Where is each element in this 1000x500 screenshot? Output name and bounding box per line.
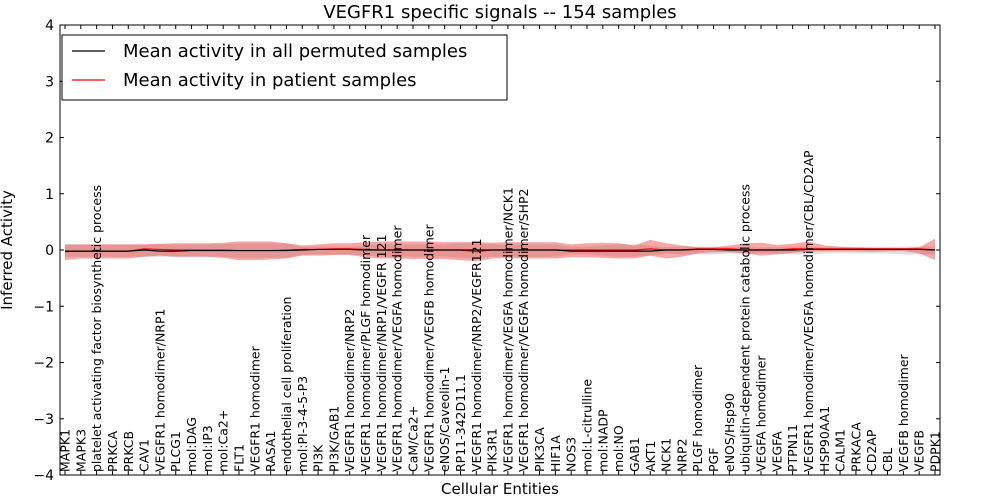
category-label: PI3K/GAB1 (326, 406, 341, 472)
category-label: ubiquitin-dependent protein catabolic pr… (738, 184, 753, 472)
y-axis-label: Inferred Activity (0, 190, 16, 310)
category-label: CBL (880, 448, 895, 472)
category-label: PRKCA (105, 431, 120, 472)
legend-label-permuted: Mean activity in all permuted samples (123, 41, 467, 62)
y-tick-label: 1 (45, 187, 54, 203)
category-label: GAB1 (627, 437, 642, 472)
series-lines (64, 248, 936, 253)
category-label: NRP2 (674, 438, 689, 472)
category-labels: MAPK1 MAPK3 platelet activating factor bio… (58, 150, 943, 472)
legend-label-patient: Mean activity in patient samples (123, 70, 417, 91)
category-label: eNOS/Caveolin-1 (437, 367, 452, 472)
legend: Mean activity in all permuted samples Me… (61, 34, 508, 101)
category-label: mol:L-citrulline (580, 379, 595, 472)
category-label: CALM1 (833, 429, 848, 472)
y-tick-label: −4 (33, 468, 54, 484)
category-label: VEGFR1 homodimer/VEGFB homodimer (421, 224, 436, 472)
category-label: mol:NO (611, 425, 626, 472)
category-label: VEGFR1 homodimer/VEGFA homodimer/CBL/CD2… (801, 150, 816, 472)
category-label: mol:DAG (184, 417, 199, 472)
y-tick-label: 0 (45, 243, 54, 259)
y-tick-label: −3 (33, 412, 54, 428)
category-label: CaM/Ca2+ (406, 406, 421, 472)
category-label: mol:NADP (595, 409, 610, 472)
y-tick-label: −1 (33, 299, 54, 315)
category-label: MAPK1 (58, 429, 73, 472)
category-label: PTPN11 (785, 424, 800, 472)
category-label: VEGFR1 homodimer/NRP2 (342, 309, 357, 472)
y-axis-ticks: −4 −3 −2 −1 0 1 2 3 4 (33, 18, 940, 484)
category-label: CAV1 (137, 439, 152, 472)
category-label: PLGF homodimer (690, 364, 705, 472)
category-label: endothelial cell proliferation (279, 297, 294, 472)
category-label: RP11-342D11.1 (453, 374, 468, 472)
category-label: eNOS/Hsp90 (722, 393, 737, 472)
category-label: AKT1 (643, 441, 658, 472)
category-label: VEGFR1 homodimer/NRP1/VEGFR 121 (374, 234, 389, 472)
category-label: PGF (706, 448, 721, 472)
category-label: PLCG1 (168, 431, 183, 472)
category-label: NCK1 (659, 438, 674, 472)
plot-frame (59, 24, 941, 476)
category-label: VEGFB homodimer (896, 353, 911, 472)
category-label: mol:PI-3-4-5-P3 (295, 376, 310, 472)
x-axis-label: Cellular Entities (441, 480, 559, 498)
category-label: PI3K (311, 444, 326, 472)
category-label: PIK3R1 (485, 428, 500, 472)
category-label: VEGFR1 homodimer (247, 345, 262, 472)
legend-box (61, 34, 508, 101)
category-label: HIF1A (548, 435, 563, 472)
category-label: PIK3CA (532, 427, 547, 472)
category-label: VEGFR1 homodimer/NRP1 (152, 309, 167, 472)
line-permuted-mean (65, 248, 936, 252)
y-tick-label: 3 (45, 74, 54, 90)
category-label: VEGFR1 homodimer/VEGFA homodimer (390, 225, 405, 472)
category-label: platelet activating factor biosynthetic … (89, 185, 104, 472)
category-label: PRKACA (848, 422, 863, 472)
category-label: RASA1 (263, 431, 278, 472)
x-axis-ticks (64, 25, 936, 475)
category-label: mol:Ca2+ (216, 410, 231, 472)
category-label: VEGFR1 homodimer/VEGFA homodimer/SHP2 (516, 188, 531, 472)
category-label: HSP90AA1 (817, 406, 832, 472)
y-tick-label: −2 (33, 356, 54, 372)
category-label: VEGFR1 homodimer/VEGFA homodimer/NCK1 (500, 187, 515, 472)
category-label: VEGFR1 homodimer/NRP2/VEGFR121 (469, 238, 484, 472)
category-label: NOS3 (564, 437, 579, 472)
category-label: FLT1 (232, 444, 247, 472)
category-label: VEGFA (769, 431, 784, 472)
chart-title: VEGFR1 specific signals -- 154 samples (323, 2, 676, 23)
category-label: PRKCB (121, 431, 136, 472)
category-label: mol:IP3 (200, 425, 215, 472)
y-tick-label: 2 (45, 131, 54, 147)
y-tick-label: 4 (45, 18, 54, 34)
category-label: CD2AP (864, 429, 879, 472)
category-label: MAPK3 (73, 429, 88, 472)
category-label: VEGFA homodimer (754, 355, 769, 472)
category-label: VEGFB (912, 430, 927, 472)
category-label: VEGFR1 homodimer/PLGF homodimer (358, 234, 373, 472)
category-label: PDPK1 (928, 431, 943, 472)
